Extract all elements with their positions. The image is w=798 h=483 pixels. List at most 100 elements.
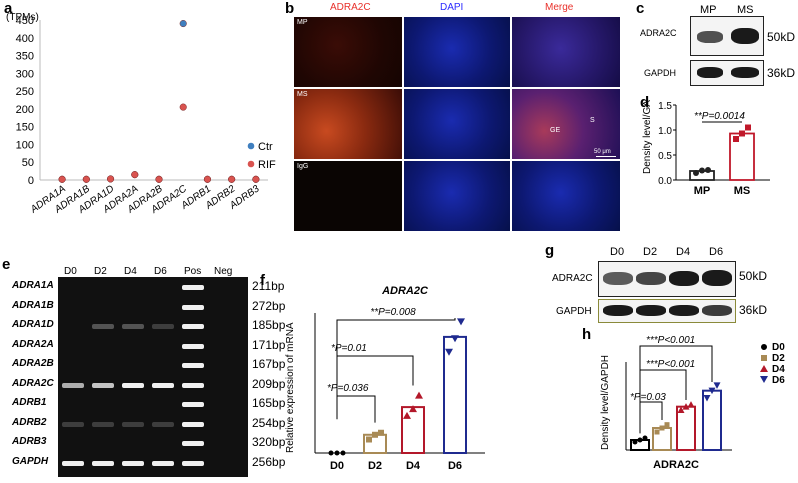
data-point: [664, 422, 670, 428]
micrograph-ms-merge: GE S 50 μm: [511, 88, 621, 160]
panel-label-a: a: [4, 0, 13, 17]
data-point-rif: [107, 175, 115, 183]
panel-label-d: d: [640, 94, 650, 111]
y-tick-label: 100: [16, 139, 34, 151]
annotation-s: S: [590, 117, 595, 124]
data-point: [409, 405, 417, 413]
blot-g-gapdh: [598, 299, 736, 323]
y-tick-label: 0.5: [658, 151, 672, 162]
gene-label: ADRA2C: [12, 377, 54, 389]
y-axis-label: Density level/GAPDH: [600, 355, 611, 450]
lane-ms: MS: [737, 4, 754, 16]
panel-label-h: h: [582, 326, 592, 343]
band-g-d6: [702, 270, 732, 286]
x-axis-label: ADRA2C: [653, 459, 699, 471]
col-header-dapi: DAPI: [440, 2, 464, 13]
micrograph-mp-merge: [511, 16, 621, 88]
scale-bar-label: 50 μm: [594, 149, 611, 155]
micrograph-igg-dapi: [403, 160, 511, 232]
p-value-label: *P=0.03: [630, 392, 666, 403]
data-point: [334, 450, 340, 456]
band-g-d0: [603, 272, 633, 285]
y-axis-label: Density level/GAPDH: [642, 100, 653, 174]
bracket-d2: [639, 401, 663, 434]
band-size-label: 320bp: [252, 435, 286, 449]
legend-label: D2: [772, 353, 785, 364]
panel-label-f: f: [260, 272, 265, 289]
y-tick-label: 250: [16, 86, 34, 98]
legend-marker-ctr: [247, 142, 255, 150]
y-tick-label: 0: [28, 175, 34, 187]
legend-label-rif: RIF: [258, 159, 276, 171]
micrograph-igg-adra2c: IgG: [293, 160, 403, 232]
p-value-label: **P=0.008: [370, 307, 416, 318]
y-tick-label: 300: [16, 68, 34, 80]
data-point: [745, 124, 751, 131]
col-header-merge: Merge: [545, 2, 574, 13]
data-point-ctr: [179, 20, 187, 28]
bar-d4: [676, 405, 696, 451]
band-size-label: 254bp: [252, 415, 286, 430]
band-g-gapdh-d2: [636, 305, 666, 316]
band-ms-gapdh: [731, 67, 759, 78]
y-tick-label: 1.5: [658, 101, 672, 112]
gel-band: [92, 421, 114, 427]
legend-marker: [760, 376, 768, 383]
gene-label: ADRA2A: [12, 338, 54, 350]
panel-label-b: b: [285, 0, 295, 17]
gel-band: [122, 421, 144, 427]
band-g-gapdh-d4: [669, 305, 699, 316]
lane-e-d0: D0: [64, 266, 77, 277]
data-point-rif: [82, 175, 90, 183]
micrograph-ms-dapi: [403, 88, 511, 160]
bracket-d4: [639, 369, 687, 402]
legend-marker-rif: [247, 160, 255, 168]
data-point: [378, 429, 384, 436]
p-value-label: *P=0.01: [331, 343, 367, 354]
band-size-label: 272bp: [252, 298, 286, 313]
x-tick-label: D0: [330, 460, 344, 472]
band-size-label: 165bp: [252, 396, 286, 410]
data-point: [739, 130, 745, 137]
data-point: [693, 170, 699, 176]
band-size-label: 256bp: [252, 454, 286, 469]
p-value-label: ***P<0.001: [646, 359, 695, 370]
x-tick-label: D4: [406, 460, 421, 472]
p-value-label: **P=0.0014: [694, 111, 745, 122]
gel-band: [122, 382, 144, 388]
gene-label: ADRB1: [12, 397, 47, 408]
gel-band: [182, 441, 204, 446]
panel-label-g: g: [545, 242, 555, 259]
chart-a-scatter: (TPMs)050100150200250300350400450ADRA1AA…: [6, 12, 276, 216]
x-tick-label: MP: [694, 185, 711, 197]
band-ms-adra2c: [731, 28, 759, 44]
bar-d4: [401, 406, 425, 455]
legend-label: D6: [772, 375, 785, 386]
data-point-rif: [131, 171, 139, 179]
band-g-gapdh-d6: [702, 305, 732, 316]
panel-label-c: c: [636, 0, 645, 17]
x-tick-label: D2: [368, 460, 382, 472]
gene-label: GAPDH: [12, 455, 49, 467]
lane-g-d0: D0: [610, 246, 625, 258]
bracket-d4: [336, 355, 414, 396]
data-point: [445, 348, 453, 356]
gel-band: [182, 324, 204, 329]
data-point: [733, 136, 739, 142]
micrograph-igg-merge: [511, 160, 621, 232]
gel-band: [182, 304, 204, 310]
data-point: [654, 429, 660, 435]
gel-band: [152, 382, 174, 388]
y-tick-label: 150: [16, 122, 34, 134]
data-point: [451, 335, 459, 343]
x-tick-label: D6: [448, 460, 462, 472]
bar-d6: [702, 389, 722, 451]
lane-e-d4: D4: [124, 266, 137, 277]
p-value-label: *P=0.036: [327, 383, 369, 394]
band-size-label: 209bp: [252, 376, 286, 391]
band-g-d2: [636, 272, 666, 285]
data-point: [372, 431, 378, 438]
chart-title: ADRA2C: [381, 285, 429, 297]
gel-band: [182, 285, 204, 290]
gel-band: [92, 460, 114, 466]
